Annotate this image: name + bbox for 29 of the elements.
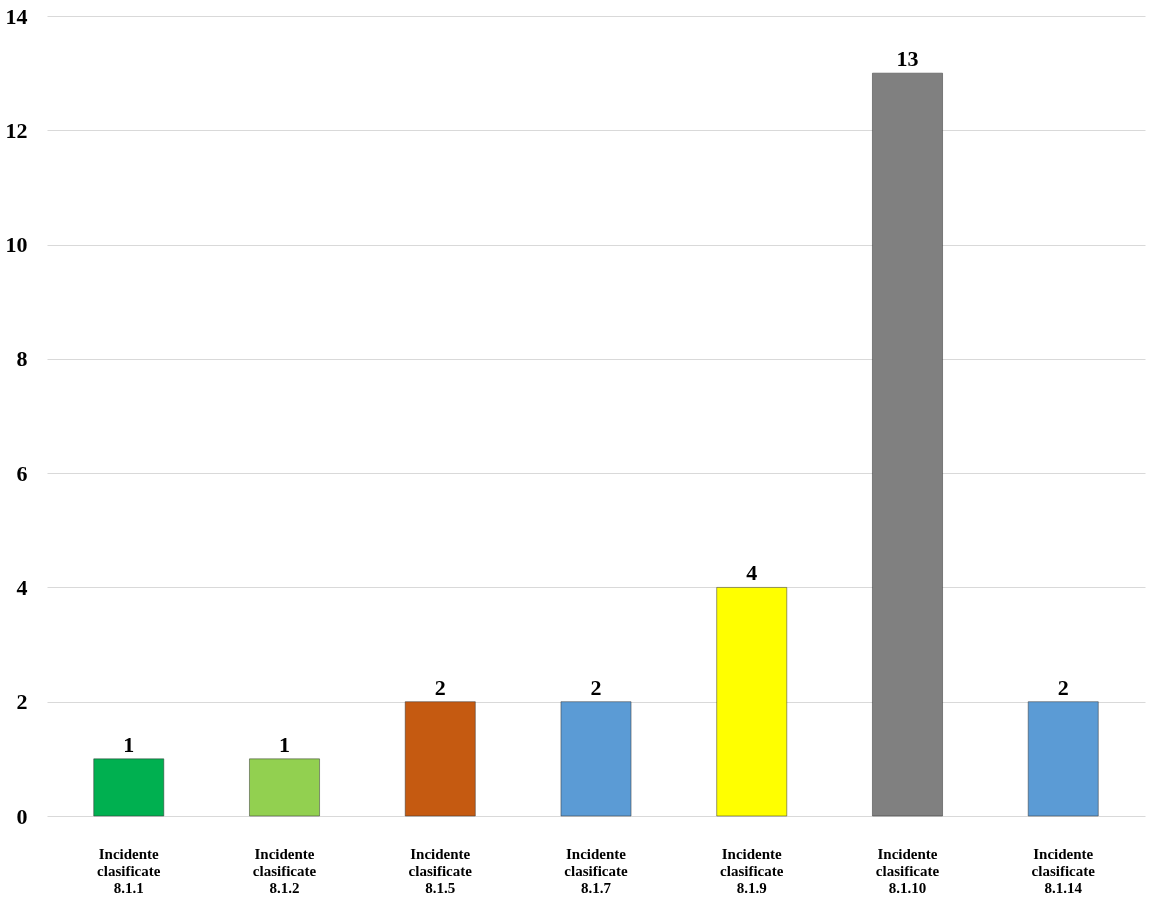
y-tick-label: 0 bbox=[16, 803, 28, 829]
y-tick-label: 10 bbox=[5, 232, 28, 258]
y-tick-label: 4 bbox=[16, 574, 28, 600]
y-tick-label: 12 bbox=[5, 117, 28, 143]
x-tick-label: Incidente clasificate 8.1.14 bbox=[1031, 845, 1096, 896]
y-tick-label: 14 bbox=[5, 3, 28, 29]
data-label: 4 bbox=[746, 560, 758, 586]
bar bbox=[716, 587, 788, 817]
y-tick-label: 2 bbox=[16, 689, 28, 715]
data-label: 2 bbox=[590, 674, 602, 700]
bar bbox=[872, 72, 943, 817]
x-tick-label: Incidente clasificate 8.1.10 bbox=[875, 845, 940, 896]
y-tick-label: 8 bbox=[16, 346, 28, 372]
bar bbox=[560, 701, 632, 817]
data-label: 2 bbox=[434, 674, 446, 700]
data-label: 1 bbox=[123, 731, 135, 757]
data-label: 1 bbox=[279, 731, 291, 757]
x-tick-label: Incidente clasificate 8.1.1 bbox=[97, 845, 161, 896]
x-tick-label: Incidente clasificate 8.1.9 bbox=[720, 845, 784, 896]
bar bbox=[404, 701, 476, 817]
data-label: 2 bbox=[1057, 674, 1069, 700]
bar bbox=[249, 758, 320, 817]
x-tick-label: Incidente clasificate 8.1.7 bbox=[564, 845, 628, 896]
bar bbox=[93, 758, 165, 817]
bar bbox=[1027, 701, 1099, 817]
y-tick-label: 6 bbox=[16, 460, 28, 486]
x-tick-label: Incidente clasificate 8.1.5 bbox=[408, 845, 473, 896]
data-label: 13 bbox=[896, 46, 919, 72]
x-tick-label: Incidente clasificate 8.1.2 bbox=[252, 845, 317, 896]
